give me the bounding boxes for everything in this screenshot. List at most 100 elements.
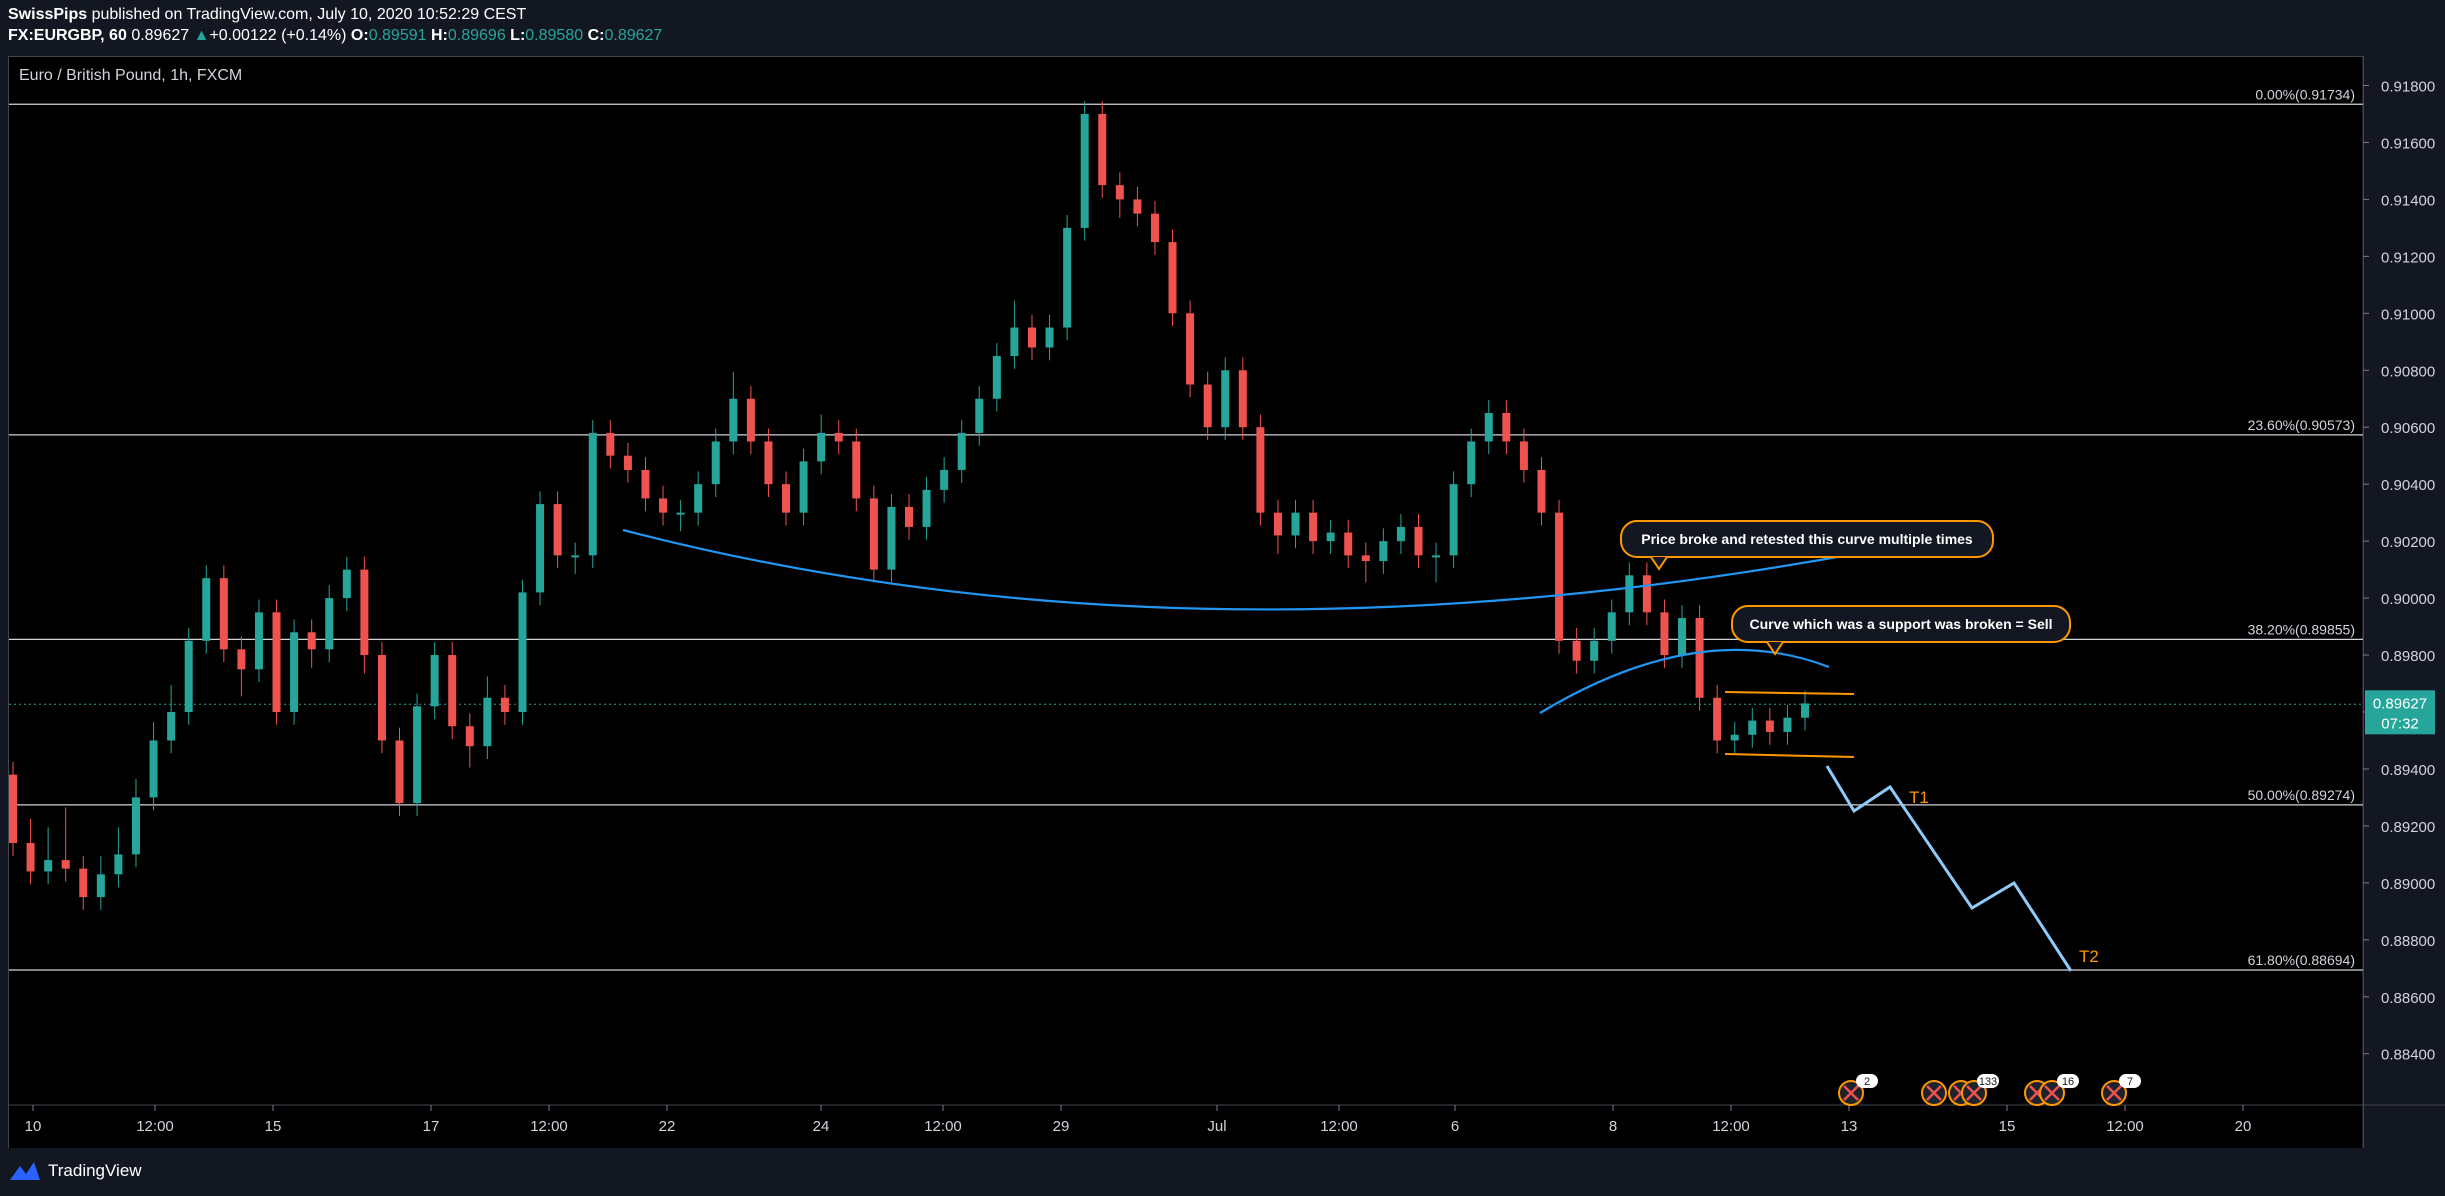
candle-body: [1748, 720, 1757, 735]
y-tick-label: 0.91600: [2381, 135, 2435, 152]
x-tick-label: 12:00: [1712, 1118, 1750, 1135]
y-tick-label: 0.91000: [2381, 306, 2435, 323]
uk-flag-cross-icon: [1926, 1085, 1942, 1101]
candle-body: [975, 398, 984, 433]
y-tick-label: 0.88400: [2381, 1047, 2435, 1064]
candle-body: [799, 461, 808, 513]
candle-body: [887, 506, 896, 570]
candle-body: [869, 498, 878, 570]
fib-level-label: 50.00%(0.89274): [2248, 787, 2355, 803]
candle-body: [1238, 370, 1247, 428]
last-price: 0.89627: [131, 27, 190, 44]
x-tick-label: 12:00: [2106, 1118, 2144, 1135]
candle-body: [588, 432, 597, 556]
candle-body: [1519, 441, 1528, 470]
current-price-badge: 0.89627 07:32: [2365, 690, 2435, 735]
candle-body: [1572, 640, 1581, 661]
publish-date: published on TradingView.com, July 10, 2…: [87, 6, 527, 23]
callout-tip: [1650, 556, 1668, 571]
candle-body: [26, 843, 35, 872]
candle-body: [1660, 612, 1669, 656]
y-tick-label: 0.88800: [2381, 933, 2435, 950]
event-count-label: 2: [1864, 1076, 1870, 1088]
candle-body: [342, 569, 351, 599]
candle-body: [1150, 213, 1159, 243]
candle-body: [1642, 575, 1651, 613]
uk-flag-cross-icon: [2106, 1085, 2122, 1101]
event-count-badge: [2119, 1074, 2141, 1088]
candle-body: [1783, 717, 1792, 732]
uk-flag-cross-icon: [1966, 1085, 1982, 1101]
y-tick-label: 0.90200: [2381, 534, 2435, 551]
candle-body: [676, 512, 685, 515]
candle-body: [483, 697, 492, 747]
candle-body: [659, 498, 668, 513]
x-tick-label: 12:00: [136, 1118, 174, 1135]
candle-body: [1080, 113, 1089, 228]
annotation-callout[interactable]: Price broke and retested this curve mult…: [1620, 520, 1994, 571]
x-tick-label: 12:00: [530, 1118, 568, 1135]
candle-body: [1730, 734, 1739, 741]
x-tick-label: 24: [813, 1118, 830, 1135]
candle-body: [465, 726, 474, 747]
candle-body: [360, 569, 369, 656]
high-label: H:: [430, 27, 448, 44]
footer: [0, 1152, 2445, 1196]
event-count-label: 16: [2062, 1076, 2074, 1088]
price-change: +0.00122 (+0.14%): [209, 27, 347, 44]
x-tick-label: Jul: [1207, 1118, 1226, 1135]
candle-body: [1467, 441, 1476, 485]
candle-body: [992, 356, 1001, 399]
y-tick-label: 0.90600: [2381, 420, 2435, 437]
event-count-label: 133: [1979, 1076, 1997, 1088]
tradingview-logo[interactable]: TradingView: [8, 1160, 142, 1182]
callout-box: [1731, 605, 2071, 643]
x-tick-label: 8: [1609, 1118, 1617, 1135]
candle-body: [1098, 113, 1107, 186]
author-name[interactable]: SwissPips: [8, 6, 88, 23]
candle-body: [905, 506, 913, 527]
x-tick-label: 12:00: [924, 1118, 962, 1135]
low-label: L:: [510, 27, 526, 44]
brand-name: TradingView: [48, 1161, 142, 1180]
symbol-name[interactable]: FX:EURGBP, 60: [8, 27, 127, 44]
chart-title: Euro / British Pound, 1h, FXCM: [19, 67, 242, 84]
support-curve-short: [1539, 648, 1830, 714]
candle-body: [1484, 412, 1493, 442]
candle-body: [1203, 384, 1212, 428]
candle-body: [1625, 575, 1634, 613]
candle-body: [817, 432, 826, 462]
candle-body: [1133, 199, 1142, 214]
candle-body: [764, 441, 773, 485]
chart-header: SwissPips published on TradingView.com, …: [0, 0, 2445, 54]
tradingview-icon: [10, 1162, 40, 1180]
candle-body: [834, 432, 843, 442]
candle-body: [219, 578, 228, 650]
range-top-line: [1724, 691, 1855, 695]
callout-text: Price broke and retested this curve mult…: [1641, 531, 1973, 547]
candle-body: [1713, 697, 1722, 741]
candle-body: [325, 598, 334, 650]
x-tick-label: 12:00: [1320, 1118, 1358, 1135]
y-tick-label: 0.90400: [2381, 477, 2435, 494]
y-tick-label: 0.90800: [2381, 363, 2435, 380]
candle-body: [1801, 703, 1809, 718]
candle-body: [1186, 313, 1195, 385]
candle-body: [1027, 327, 1036, 348]
x-tick-label: 10: [25, 1118, 42, 1135]
low-value: 0.89580: [525, 27, 584, 44]
candle-body: [149, 740, 158, 798]
chart-pane[interactable]: 0.91800 0.91600 0.91400 0.91200 0.91000 0.908…: [8, 56, 2445, 1148]
price-chart[interactable]: 0.91800 0.91600 0.91400 0.91200 0.91000 0.908…: [9, 57, 2445, 1148]
candle-body: [1309, 512, 1318, 542]
candle-body: [1432, 555, 1441, 558]
projection-path: [1825, 765, 2073, 972]
candle-body: [518, 592, 527, 712]
candle-body: [61, 860, 70, 869]
annotation-callout[interactable]: Curve which was a support was broken = S…: [1731, 605, 2071, 656]
event-count-badge: [1856, 1074, 1878, 1088]
target-t1-label: T1: [1909, 788, 1929, 807]
high-value: 0.89696: [447, 27, 506, 44]
y-tick-label: 0.89200: [2381, 819, 2435, 836]
candle-body: [571, 555, 580, 558]
